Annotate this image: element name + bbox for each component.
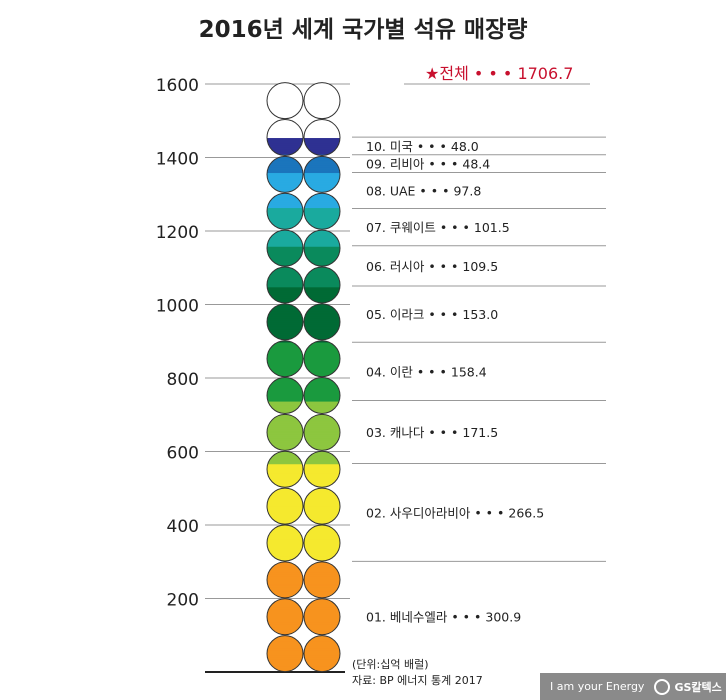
- y-tick-label: 800: [167, 370, 199, 390]
- reserve-coin: [267, 193, 303, 230]
- reserve-coin: [304, 377, 340, 414]
- y-tick-label: 400: [167, 517, 199, 537]
- y-tick-label: 1600: [156, 76, 199, 96]
- gs-logo-icon: [654, 678, 671, 695]
- coin-outline: [266, 340, 304, 378]
- coin-outline: [266, 303, 304, 341]
- coin-outline: [303, 155, 341, 193]
- country-label: 03. 캐나다 • • • 171.5: [366, 425, 498, 440]
- reserve-coin: [304, 488, 340, 525]
- reserve-coin: [267, 451, 303, 488]
- coin-outline: [303, 340, 341, 378]
- coin-outline: [303, 561, 341, 599]
- coin-outline: [303, 635, 341, 673]
- coin-outline: [303, 598, 341, 636]
- reserve-coin: [267, 82, 303, 119]
- reserve-coin: [304, 635, 340, 672]
- y-tick-label: 600: [167, 444, 199, 464]
- country-label: 04. 이란 • • • 158.4: [366, 364, 487, 379]
- coin-outline: [303, 524, 341, 562]
- coin-outline: [266, 266, 304, 304]
- reserve-coin: [304, 561, 340, 598]
- y-tick-label: 1000: [156, 297, 199, 317]
- reserve-coin: [304, 340, 340, 377]
- reserve-coin: [267, 377, 303, 414]
- country-label: 07. 쿠웨이트 • • • 101.5: [366, 220, 510, 235]
- reserve-coin: [267, 156, 303, 193]
- coin-outline: [303, 413, 341, 451]
- reserve-coin: [304, 230, 340, 267]
- coin-outline: [303, 303, 341, 341]
- footer-tagline: I am your Energy: [550, 680, 645, 693]
- y-axis: 200 400 600 800 1000 1200 1400 1600: [156, 76, 345, 673]
- footer-brand: GS칼텍스: [674, 680, 722, 694]
- coin-outline: [266, 377, 304, 415]
- coin-outline: [303, 82, 341, 120]
- y-tick-label: 200: [167, 591, 199, 611]
- coin-outline: [303, 377, 341, 415]
- reserve-coin: [267, 266, 303, 303]
- footer-bar: I am your Energy GS칼텍스: [540, 673, 726, 700]
- reserve-coin: [267, 119, 303, 156]
- coin-outline: [266, 450, 304, 488]
- coin-outline: [266, 524, 304, 562]
- reserve-coin: [304, 119, 340, 156]
- coin-stack: [266, 82, 341, 673]
- country-label: 01. 베네수엘라 • • • 300.9: [366, 610, 521, 625]
- coin-outline: [303, 229, 341, 267]
- reserve-coin: [304, 156, 340, 193]
- reserve-coin: [267, 598, 303, 635]
- coin-outline: [266, 82, 304, 120]
- reserve-coin: [267, 340, 303, 377]
- coin-outline: [303, 192, 341, 230]
- coin-outline: [303, 266, 341, 304]
- reserve-coin: [267, 635, 303, 672]
- reserve-coin: [267, 524, 303, 561]
- grid-lines: [205, 83, 606, 599]
- reserve-coin: [267, 414, 303, 451]
- coin-outline: [266, 192, 304, 230]
- page-title: 2016년 세계 국가별 석유 매장량: [198, 17, 528, 43]
- country-label: 08. UAE • • • 97.8: [366, 184, 481, 199]
- coin-outline: [303, 119, 341, 157]
- coin-outline: [266, 155, 304, 193]
- reserve-coin: [304, 598, 340, 635]
- coin-outline: [266, 561, 304, 599]
- reserve-coin: [267, 488, 303, 525]
- reserve-coin: [267, 230, 303, 267]
- coin-outline: [266, 487, 304, 525]
- reserve-coin: [304, 193, 340, 230]
- coin-outline: [266, 229, 304, 267]
- country-labels: 01. 베네수엘라 • • • 300.9 02. 사우디아라비아 • • • 2…: [366, 64, 573, 625]
- y-tick-label: 1400: [156, 150, 199, 170]
- country-label: 02. 사우디아라비아 • • • 266.5: [366, 505, 544, 520]
- y-tick-label: 1200: [156, 223, 199, 243]
- reserve-coin: [304, 414, 340, 451]
- reserve-coin: [304, 82, 340, 119]
- total-label: ★전체 • • • 1706.7: [425, 64, 573, 83]
- reserve-coin: [267, 561, 303, 598]
- country-label: 09. 리비아 • • • 48.4: [366, 157, 490, 172]
- country-label: 05. 이라크 • • • 153.0: [366, 307, 498, 322]
- reserve-coin: [304, 303, 340, 340]
- source-note: 자료: BP 에너지 통계 2017: [352, 674, 483, 687]
- reserve-coin: [304, 266, 340, 303]
- country-label: 06. 러시아 • • • 109.5: [366, 259, 498, 274]
- reserve-coin: [304, 451, 340, 488]
- reserve-coin: [304, 524, 340, 561]
- reserve-coin: [267, 303, 303, 340]
- coin-outline: [266, 635, 304, 673]
- coin-outline: [266, 119, 304, 157]
- coin-outline: [266, 413, 304, 451]
- country-label: 10. 미국 • • • 48.0: [366, 139, 479, 154]
- unit-note: (단위:십억 배럴): [352, 658, 429, 671]
- coin-outline: [303, 450, 341, 488]
- coin-outline: [266, 598, 304, 636]
- coin-outline: [303, 487, 341, 525]
